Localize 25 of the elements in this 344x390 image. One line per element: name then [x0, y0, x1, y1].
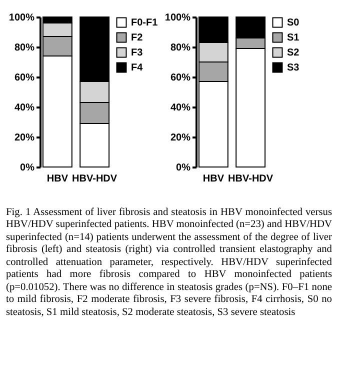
x-tick-label: HBV: [46, 174, 68, 184]
legend-label: S0: [287, 18, 300, 28]
y-tick-label: 40%: [170, 102, 191, 114]
y-tick-label: 60%: [14, 72, 35, 84]
x-tick-label: HBV-HDV: [228, 174, 274, 184]
legend-label: F3: [131, 48, 144, 58]
y-tick-label: 0%: [20, 162, 35, 174]
legend-label: F4: [131, 62, 144, 74]
x-tick-label: HBV-HDV: [72, 174, 118, 184]
y-tick-label: 20%: [170, 132, 191, 144]
legend-label: S2: [287, 48, 300, 58]
y-tick-label: 100%: [164, 12, 191, 24]
y-tick-label: 60%: [170, 72, 191, 84]
y-tick-label: 40%: [14, 102, 35, 114]
x-tick-label: HBV: [202, 174, 224, 184]
legend-label: F0-F1: [131, 18, 158, 28]
y-tick-label: 0%: [176, 162, 191, 174]
y-tick-label: 80%: [170, 42, 191, 54]
y-tick-label: 20%: [14, 132, 35, 144]
y-tick-label: 100%: [8, 12, 35, 24]
text: Fig. 1 Assessment of liver fibrosis and steatosis in HBV monoinfected versus HBV/HDV superinfected patients. HBV monoinfected (n=23) and HBV/HDV superinfected (n=14) patients underwent the assessment of the degree of liver fibrosis (left) and steatosis (right) via controlled transient elastography and controlled attenuation parameter, respectively. HBV/HDV superinfected patients had more fibrosis compared to HBV monoinfected patients (p=0.01052). There was no difference in steatosis grades (p=NS). F0–F1 none to mild fibrosis, F2 moderate fibrosis, F3 severe fibrosis, F4 cirrhosis, S0 no steatosis, S1 mild steatosis, S2 moderate steatosis, S3 severe steatosis: [6, 207, 332, 318]
legend-label: S1: [287, 32, 300, 44]
legend-label: S3: [287, 62, 300, 74]
legend-label: F2: [131, 32, 144, 44]
y-tick-label: 80%: [14, 42, 35, 54]
